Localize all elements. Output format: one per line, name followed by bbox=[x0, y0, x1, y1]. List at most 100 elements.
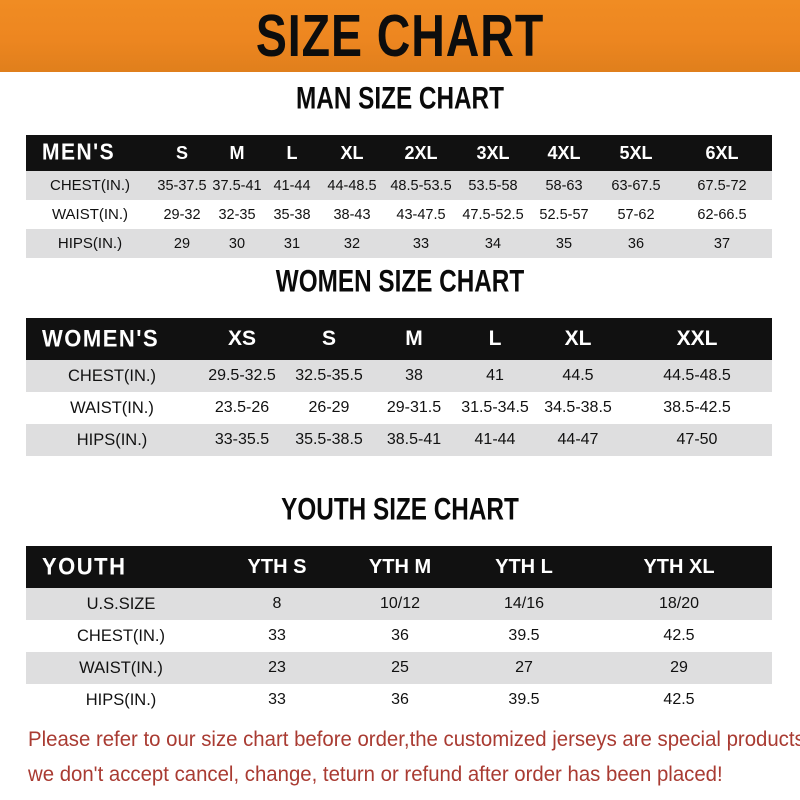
man-size-table: MEN'S S M L XL 2XL 3XL 4XL 5XL 6XL CHEST… bbox=[26, 135, 772, 258]
table-cell: 47-50 bbox=[676, 431, 718, 448]
table-cell: 34 bbox=[484, 235, 502, 252]
man-col-header-6xl: 6XL bbox=[705, 142, 739, 163]
table-cell: 29-31.5 bbox=[386, 399, 442, 416]
footer-disclaimer: Please refer to our size chart before or… bbox=[28, 722, 800, 792]
man-section-title: MAN SIZE CHART bbox=[296, 80, 504, 116]
table-cell: 31.5-34.5 bbox=[461, 399, 529, 416]
table-cell: 35 bbox=[555, 235, 573, 252]
youth-row-label-us-size: U.S.SIZE bbox=[86, 594, 156, 613]
table-row: HIPS(IN.) 33 36 39.5 42.5 bbox=[26, 684, 772, 716]
table-cell: 44-48.5 bbox=[327, 177, 377, 194]
table-cell: 33 bbox=[268, 627, 286, 644]
table-cell: 42.5 bbox=[663, 691, 695, 708]
table-cell: 44-47 bbox=[557, 431, 599, 448]
table-cell: 52.5-57 bbox=[539, 206, 589, 223]
page-banner: SIZE CHART bbox=[0, 0, 800, 72]
table-cell: 31 bbox=[283, 235, 301, 252]
table-cell: 63-67.5 bbox=[611, 177, 661, 194]
women-row-label-waist: WAIST(IN.) bbox=[70, 398, 154, 417]
youth-row-label-hips: HIPS(IN.) bbox=[85, 690, 157, 709]
women-row-label-chest: CHEST(IN.) bbox=[68, 366, 156, 385]
table-row: CHEST(IN.) 33 36 39.5 42.5 bbox=[26, 620, 772, 652]
table-cell: 34.5-38.5 bbox=[544, 399, 612, 416]
table-cell: 48.5-53.5 bbox=[390, 177, 452, 194]
table-cell: 29 bbox=[173, 235, 191, 252]
youth-col-header-m: YTH M bbox=[368, 555, 432, 578]
table-cell: 36 bbox=[391, 691, 409, 708]
women-col-header-xs: XS bbox=[227, 327, 256, 350]
man-row-label-chest: CHEST(IN.) bbox=[50, 177, 130, 194]
table-cell: 27 bbox=[515, 659, 533, 676]
table-cell: 44.5-48.5 bbox=[663, 367, 731, 384]
table-cell: 67.5-72 bbox=[697, 177, 747, 194]
youth-size-table: YOUTH YTH S YTH M YTH L YTH XL U.S.SIZE … bbox=[26, 546, 772, 716]
table-cell: 14/16 bbox=[503, 595, 545, 612]
table-row: CHEST(IN.) 29.5-32.5 32.5-35.5 38 41 44.… bbox=[26, 360, 772, 392]
table-cell: 23.5-26 bbox=[214, 399, 270, 416]
man-col-header-4xl: 4XL bbox=[547, 142, 581, 163]
table-cell: 43-47.5 bbox=[396, 206, 446, 223]
table-cell: 18/20 bbox=[658, 595, 700, 612]
table-cell: 36 bbox=[391, 627, 409, 644]
table-row: HIPS(IN.) 33-35.5 35.5-38.5 38.5-41 41-4… bbox=[26, 424, 772, 456]
table-cell: 35-38 bbox=[273, 206, 311, 223]
table-cell: 25 bbox=[391, 659, 409, 676]
footer-line-2: we don't accept cancel, change, teturn o… bbox=[28, 763, 723, 786]
women-corner-label: WOMEN'S bbox=[42, 324, 160, 353]
man-col-header-s: S bbox=[175, 142, 188, 163]
table-row: CHEST(IN.) 35-37.5 37.5-41 41-44 44-48.5… bbox=[26, 171, 772, 200]
table-row: U.S.SIZE 8 10/12 14/16 18/20 bbox=[26, 588, 772, 620]
table-row: WAIST(IN.) 29-32 32-35 35-38 38-43 43-47… bbox=[26, 200, 772, 229]
table-cell: 23 bbox=[268, 659, 286, 676]
women-table-header-row: WOMEN'S XS S M L XL XXL bbox=[26, 318, 772, 360]
man-row-label-hips: HIPS(IN.) bbox=[57, 235, 123, 252]
youth-col-header-xl: YTH XL bbox=[643, 555, 715, 578]
man-col-header-5xl: 5XL bbox=[619, 142, 653, 163]
table-row: HIPS(IN.) 29 30 31 32 33 34 35 36 37 bbox=[26, 229, 772, 258]
women-row-label-hips: HIPS(IN.) bbox=[76, 430, 148, 449]
table-cell: 32.5-35.5 bbox=[295, 367, 363, 384]
table-cell: 37.5-41 bbox=[212, 177, 262, 194]
table-cell: 38.5-41 bbox=[386, 431, 442, 448]
youth-col-header-l: YTH L bbox=[495, 555, 553, 578]
table-cell: 32-35 bbox=[218, 206, 256, 223]
table-cell: 33 bbox=[268, 691, 286, 708]
table-cell: 8 bbox=[272, 595, 282, 612]
table-cell: 29 bbox=[670, 659, 688, 676]
table-cell: 41 bbox=[486, 367, 504, 384]
table-cell: 29-32 bbox=[163, 206, 201, 223]
man-corner-label: MEN'S bbox=[42, 139, 116, 166]
table-cell: 37 bbox=[713, 235, 731, 252]
youth-section-title: YOUTH SIZE CHART bbox=[281, 491, 519, 527]
table-cell: 33-35.5 bbox=[214, 431, 270, 448]
table-cell: 58-63 bbox=[545, 177, 583, 194]
table-cell: 33 bbox=[412, 235, 430, 252]
man-col-header-3xl: 3XL bbox=[476, 142, 510, 163]
table-cell: 10/12 bbox=[379, 595, 421, 612]
table-cell: 35.5-38.5 bbox=[295, 431, 363, 448]
page-title: SIZE CHART bbox=[255, 2, 545, 70]
man-col-header-l: L bbox=[286, 142, 298, 163]
women-size-table: WOMEN'S XS S M L XL XXL CHEST(IN.) 29.5-… bbox=[26, 318, 772, 456]
table-cell: 62-66.5 bbox=[697, 206, 747, 223]
man-col-header-m: M bbox=[229, 142, 245, 163]
table-cell: 30 bbox=[228, 235, 246, 252]
youth-col-header-s: YTH S bbox=[247, 555, 307, 578]
table-cell: 38-43 bbox=[333, 206, 371, 223]
table-cell: 29.5-32.5 bbox=[208, 367, 276, 384]
youth-table-header-row: YOUTH YTH S YTH M YTH L YTH XL bbox=[26, 546, 772, 588]
women-col-header-xl: XL bbox=[564, 327, 592, 350]
man-col-header-xl: XL bbox=[340, 142, 364, 163]
women-col-header-l: L bbox=[488, 327, 502, 350]
table-cell: 35-37.5 bbox=[157, 177, 207, 194]
table-cell: 53.5-58 bbox=[468, 177, 518, 194]
footer-line-1: Please refer to our size chart before or… bbox=[28, 728, 800, 751]
table-cell: 39.5 bbox=[508, 691, 540, 708]
youth-row-label-waist: WAIST(IN.) bbox=[79, 658, 163, 677]
table-row: WAIST(IN.) 23 25 27 29 bbox=[26, 652, 772, 684]
table-cell: 57-62 bbox=[617, 206, 655, 223]
table-cell: 39.5 bbox=[508, 627, 540, 644]
table-cell: 38 bbox=[405, 367, 423, 384]
man-row-label-waist: WAIST(IN.) bbox=[51, 206, 129, 223]
man-col-header-2xl: 2XL bbox=[404, 142, 438, 163]
